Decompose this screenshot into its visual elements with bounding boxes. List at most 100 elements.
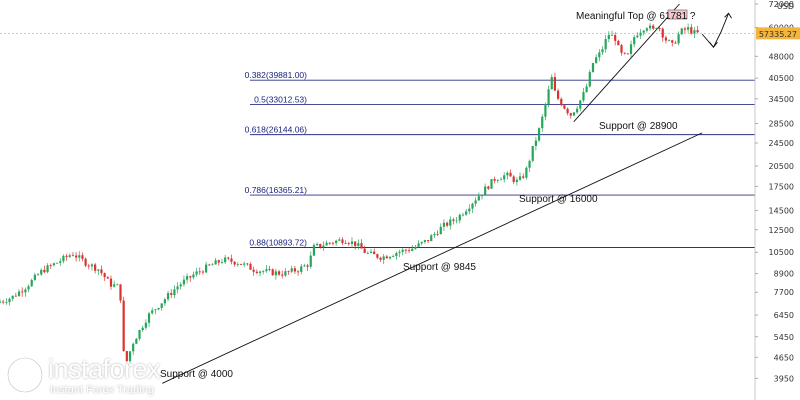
candle-body	[325, 242, 328, 246]
candle-body	[509, 172, 512, 177]
fib-level-label: 0.618(26144.06)	[245, 125, 308, 135]
candle-body	[674, 42, 677, 44]
candle-body	[426, 240, 430, 242]
candle-body	[81, 255, 84, 259]
y-tick-label: 48000	[769, 52, 794, 61]
candle-body	[544, 103, 547, 117]
candle-body	[258, 271, 262, 273]
candle-body	[477, 196, 480, 201]
candle-body	[220, 262, 224, 263]
candle-body	[683, 28, 687, 30]
candle-body	[639, 32, 642, 36]
candle-body	[484, 186, 487, 195]
candle-body	[46, 265, 49, 273]
candle-body	[680, 28, 683, 35]
y-tick-label: 24500	[769, 139, 794, 148]
candle-body	[525, 167, 528, 178]
candle-body	[652, 25, 655, 29]
candle-body	[696, 30, 699, 33]
candle-body	[227, 257, 230, 259]
candle-body	[265, 269, 268, 272]
candle-body	[414, 246, 417, 249]
candle-body	[614, 35, 617, 41]
candle-body	[515, 179, 518, 182]
candle-body	[398, 251, 401, 254]
candle-body	[436, 233, 439, 235]
candle-body	[103, 273, 106, 278]
y-tick-label: 40500	[769, 74, 794, 83]
annotation-label: Support @ 16000	[519, 194, 598, 205]
candle-body	[607, 35, 610, 40]
candle-body	[601, 49, 604, 53]
candle-body	[553, 76, 557, 91]
candle-body	[626, 53, 629, 55]
y-tick-label: 17500	[769, 182, 794, 191]
candle-body	[128, 351, 132, 362]
candle-body	[572, 112, 576, 116]
candle-body	[293, 268, 297, 272]
candle-body	[471, 203, 474, 209]
candle-body	[522, 176, 525, 178]
candle-body	[541, 116, 544, 129]
candle-body	[296, 271, 300, 273]
candle-body	[55, 262, 59, 264]
candle-body	[189, 276, 192, 278]
candle-body	[192, 274, 195, 278]
candle-body	[610, 35, 614, 36]
candle-body	[667, 40, 671, 42]
candle-body	[0, 301, 2, 303]
candle-body	[499, 179, 503, 181]
candle-body	[300, 266, 303, 272]
candle-body	[144, 322, 147, 328]
candle-body	[518, 176, 522, 180]
candle-body	[677, 34, 680, 44]
candle-body	[446, 222, 449, 226]
logo-tagline: Instant Forex Trading	[50, 384, 154, 396]
candle-body	[281, 274, 284, 276]
candle-body	[24, 289, 27, 293]
candle-body	[442, 222, 446, 227]
candle-body	[170, 293, 173, 295]
candle-body	[68, 255, 71, 257]
candle-body	[205, 264, 208, 273]
candle-body	[664, 37, 668, 41]
trendline-short-term-support	[573, 3, 680, 122]
candle-body	[449, 219, 452, 226]
candle-body	[217, 260, 220, 263]
candle-body	[312, 245, 316, 256]
candle-body	[623, 52, 626, 54]
fib-level-label: 0.786(16365.21)	[245, 185, 308, 195]
candle-body	[211, 264, 214, 266]
candle-body	[84, 258, 87, 266]
candle-body	[224, 257, 227, 263]
candle-body	[493, 179, 496, 181]
candle-body	[201, 271, 205, 273]
candle-body	[547, 89, 550, 104]
candle-body	[94, 264, 97, 271]
candle-body	[11, 295, 14, 299]
candle-body	[271, 269, 274, 276]
candle-body	[65, 255, 68, 257]
candle-body	[506, 172, 509, 176]
candle-body	[2, 301, 5, 303]
candle-body	[354, 241, 357, 246]
candle-body	[487, 186, 490, 189]
candle-body	[576, 108, 579, 113]
annotation-label: Support @ 28900	[599, 121, 678, 132]
candle-body	[109, 278, 113, 287]
candle-body	[316, 243, 319, 246]
candle-body	[363, 248, 366, 253]
candle-body	[290, 268, 293, 272]
candle-body	[274, 271, 277, 276]
candle-body	[173, 289, 176, 295]
candle-body	[198, 271, 201, 273]
candle-body	[5, 302, 8, 303]
y-tick-label: 5450	[774, 333, 794, 342]
candle-body	[277, 271, 281, 275]
candle-body	[52, 263, 56, 266]
candle-body	[417, 243, 420, 247]
candle-body	[75, 255, 78, 258]
candle-body	[411, 248, 414, 251]
candle-body	[176, 286, 179, 290]
candle-body	[322, 245, 325, 248]
